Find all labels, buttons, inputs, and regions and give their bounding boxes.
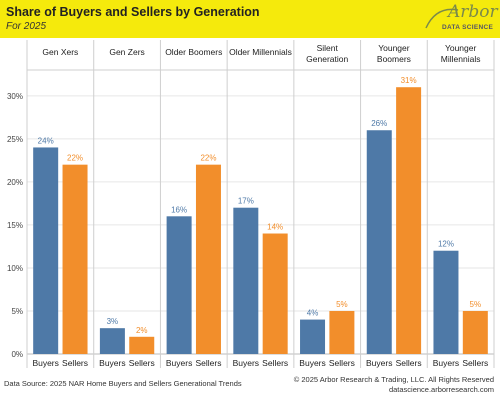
data-label: 17% [238,197,254,206]
series-label: Buyers [99,358,125,368]
bar-chart: 0% 5% 10% 15% 20% 25% 30% Gen Xers 24% Buyers 22% S… [7,40,495,368]
data-label: 14% [267,223,283,232]
series-label: Sellers [396,358,422,368]
category-header: Younger [445,43,477,53]
series-label: Buyers [366,358,392,368]
data-label: 26% [371,119,387,128]
y-tick-label: 25% [7,135,23,144]
bar-sellers [396,87,422,354]
series-label: Sellers [462,358,488,368]
bar-buyers [33,147,59,354]
data-label: 2% [136,326,148,335]
website-text: datascience.arborresearch.com [388,385,494,394]
data-label: 12% [438,240,454,249]
data-source-note: Data Source: 2025 NAR Home Buyers and Se… [4,379,242,388]
bar-sellers [62,164,88,354]
y-tick-label: 0% [11,350,23,359]
series-label: Buyers [166,358,192,368]
category-header: Silent [317,43,339,53]
category-header: Younger [378,43,410,53]
data-label: 5% [470,300,482,309]
y-tick-label: 30% [7,92,23,101]
bar-buyers [300,319,326,354]
category-header: Gen Zers [109,47,144,57]
series-label: Sellers [129,358,155,368]
series-label: Buyers [433,358,459,368]
data-label: 22% [67,154,83,163]
series-label: Buyers [299,358,325,368]
bar-sellers [462,310,488,354]
bar-buyers [433,250,459,354]
data-label: 22% [200,154,216,163]
copyright-text: © 2025 Arbor Research & Trading, LLC. Al… [293,375,494,384]
data-label: 3% [107,317,119,326]
title-band [0,0,500,38]
arbor-logo: Arbor DATA SCIENCE [420,2,498,36]
bar-sellers [329,310,355,354]
series-label: Buyers [233,358,259,368]
data-label: 4% [307,309,319,318]
bar-sellers [262,233,288,354]
y-tick-label: 10% [7,264,23,273]
category-header: Older Millennials [229,47,292,57]
bar-sellers [129,336,155,354]
logo-arc-icon [425,8,459,29]
series-label: Buyers [32,358,58,368]
bar-sellers [195,164,221,354]
y-tick-label: 20% [7,178,23,187]
bar-buyers [233,207,259,354]
series-label: Sellers [329,358,355,368]
series-label: Sellers [262,358,288,368]
data-label: 24% [38,136,54,145]
chart-subtitle: For 2025 [6,21,47,32]
data-label: 5% [336,300,348,309]
category-header: Generation [306,54,348,64]
bar-buyers [166,216,192,354]
chart-title: Share of Buyers and Sellers by Generatio… [6,5,260,19]
series-label: Sellers [62,358,88,368]
footer-credits: © 2025 Arbor Research & Trading, LLC. Al… [294,375,494,395]
data-label: 31% [401,76,417,85]
series-label: Sellers [195,358,221,368]
y-tick-label: 5% [11,307,23,316]
category-header: Boomers [377,54,411,64]
category-header: Older Boomers [165,47,222,57]
logo-tagline: DATA SCIENCE [442,24,494,31]
logo-name: Arbor [448,2,498,22]
data-label: 16% [171,205,187,214]
y-tick-label: 15% [7,221,23,230]
bar-buyers [366,130,392,354]
bar-buyers [99,328,125,354]
category-header: Millennials [441,54,481,64]
category-header: Gen Xers [42,47,78,57]
